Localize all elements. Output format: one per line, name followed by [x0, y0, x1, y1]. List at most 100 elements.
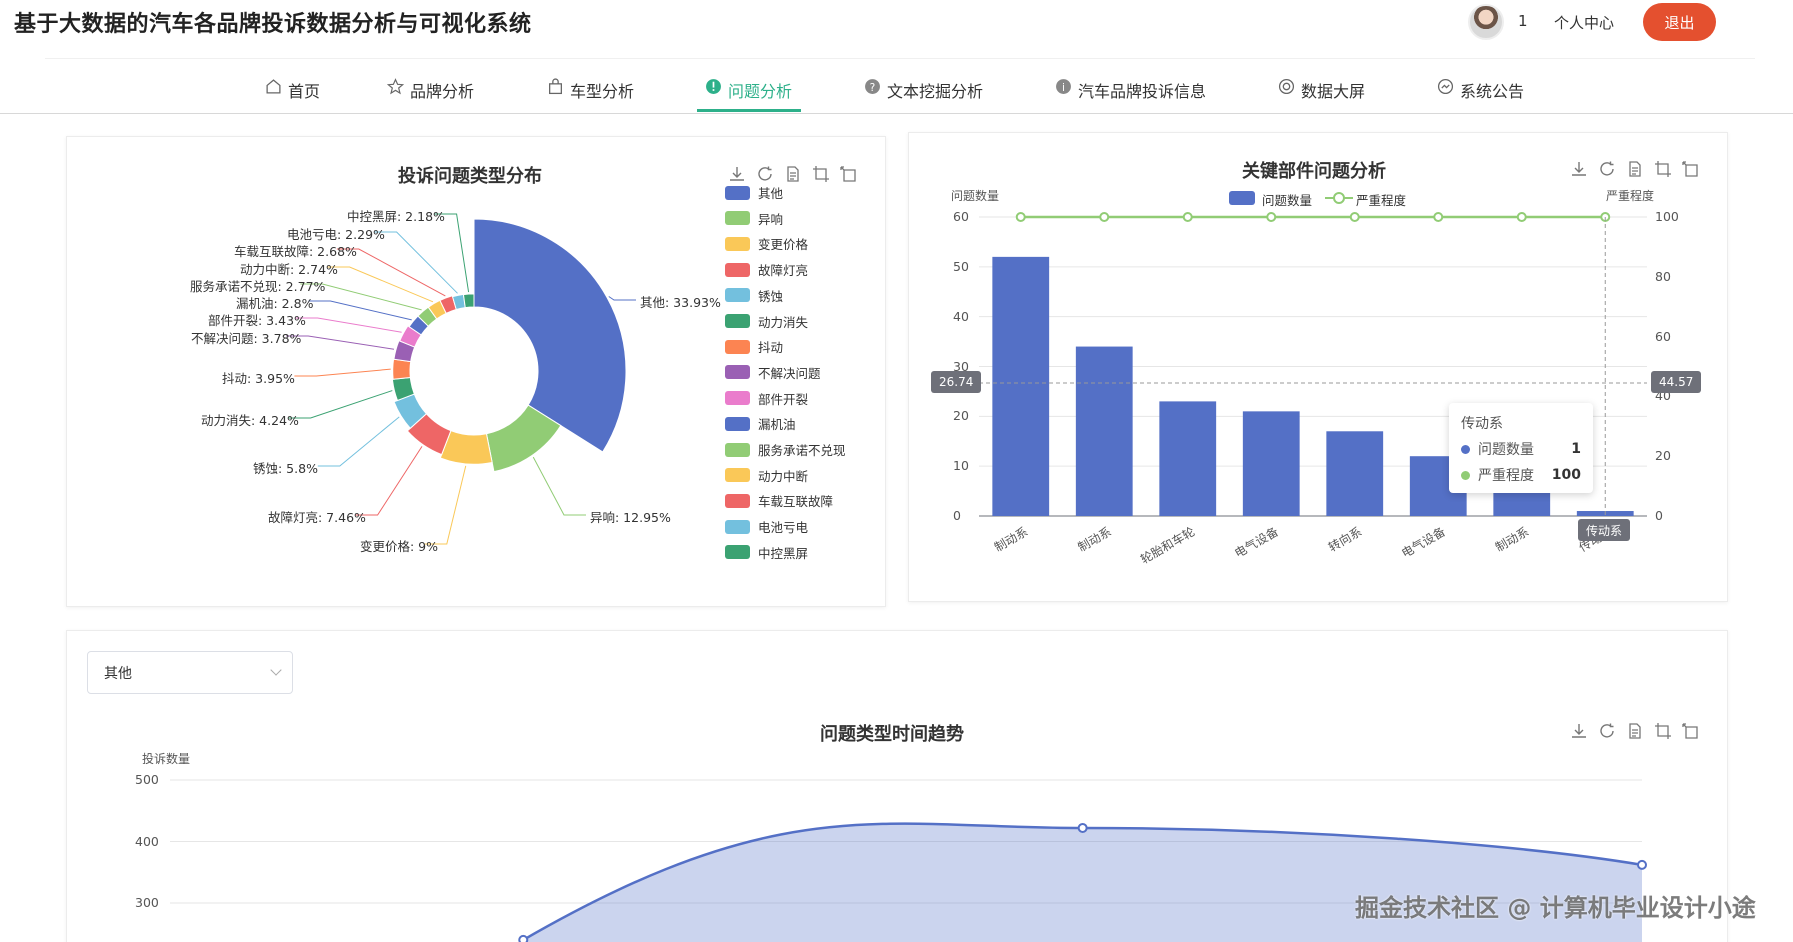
nav-item-data-screen[interactable]: 数据大屏 — [1278, 78, 1365, 118]
severity-point[interactable] — [1182, 212, 1193, 222]
nav-item-complaint-info[interactable]: i 汽车品牌投诉信息 — [1055, 78, 1206, 118]
select-value: 其他 — [104, 665, 132, 682]
bar[interactable] — [1075, 346, 1133, 516]
nav-item-issue-analysis[interactable]: 问题分析 — [705, 78, 792, 118]
legend-item[interactable]: 车载互联故障 — [725, 491, 833, 510]
legend-swatch — [725, 288, 750, 303]
legend-item[interactable]: 变更价格 — [725, 234, 808, 253]
nav-item-brand-analysis[interactable]: 品牌分析 — [387, 78, 474, 118]
nav-item-label: 数据大屏 — [1301, 82, 1366, 101]
legend-item[interactable]: 锈蚀 — [725, 286, 783, 305]
nav-item-label: 汽车品牌投诉信息 — [1078, 82, 1207, 101]
legend-label-count[interactable]: 问题数量 — [1262, 193, 1313, 208]
legend-swatch — [725, 493, 750, 508]
legend-swatch — [725, 211, 750, 226]
pie-leader-line — [434, 213, 470, 293]
nav-item-notice[interactable]: 系统公告 — [1437, 78, 1524, 118]
restore-icon[interactable] — [840, 165, 858, 183]
pie-center-hole — [410, 307, 538, 435]
pie-leader-line — [308, 300, 412, 321]
bar[interactable] — [1159, 401, 1217, 516]
pie-leader-line — [317, 416, 400, 467]
legend-swatch-severity — [1325, 192, 1353, 204]
nav-item-label: 问题分析 — [728, 82, 793, 101]
legend-swatch — [725, 314, 750, 328]
y-tick-right: 80 — [1655, 268, 1671, 284]
restore-icon[interactable] — [1682, 722, 1700, 740]
trend-point[interactable] — [1077, 822, 1088, 833]
trend-point[interactable] — [518, 934, 529, 942]
legend-item[interactable]: 动力中断 — [725, 466, 808, 485]
avatar[interactable] — [1468, 4, 1504, 40]
y-tick-right: 100 — [1655, 209, 1679, 224]
tooltip-row-value: 100 — [1551, 467, 1581, 483]
nav-item-model-analysis[interactable]: 车型分析 — [547, 78, 634, 118]
nav-item-text-mining[interactable]: ? 文本挖掘分析 — [864, 78, 983, 118]
severity-point[interactable] — [1099, 212, 1110, 222]
refresh-icon[interactable] — [1598, 160, 1616, 178]
main-nav — [0, 60, 1793, 114]
download-icon[interactable] — [1570, 160, 1588, 178]
legend-label: 锈蚀 — [758, 288, 784, 304]
bar[interactable] — [1242, 411, 1300, 516]
severity-point[interactable] — [1266, 212, 1277, 222]
data-view-icon[interactable] — [784, 165, 802, 183]
legend-label: 动力中断 — [758, 468, 809, 484]
bag-icon — [549, 78, 562, 95]
legend-item[interactable]: 异响 — [725, 209, 783, 228]
nav-item-home[interactable]: 首页 — [265, 78, 320, 118]
data-view-icon[interactable] — [1626, 722, 1644, 740]
legend-item[interactable]: 电池亏电 — [725, 517, 808, 536]
pie-slice-label: 服务承诺不兑现: 2.77% — [190, 279, 326, 294]
severity-point[interactable] — [1015, 212, 1026, 222]
download-icon[interactable] — [1570, 722, 1588, 740]
tooltip-row-name: 问题数量 — [1478, 442, 1534, 458]
legend-item[interactable]: 抖动 — [725, 337, 783, 356]
pie-slice-label: 锈蚀: 5.8% — [253, 461, 318, 476]
y-tick-left: 60 — [953, 209, 969, 224]
zoom-icon[interactable] — [812, 165, 830, 183]
bar[interactable] — [1326, 431, 1384, 516]
legend-item[interactable]: 动力消失 — [725, 312, 808, 331]
bar[interactable] — [992, 256, 1050, 516]
logout-button[interactable]: 退出 — [1643, 3, 1716, 41]
personal-center-link[interactable]: 个人中心 — [1554, 14, 1615, 32]
legend-swatch — [725, 391, 750, 406]
pie-leader-line — [424, 465, 467, 545]
legend-item[interactable]: 故障灯亮 — [725, 260, 808, 279]
restore-icon[interactable] — [1682, 160, 1700, 178]
legend-item[interactable]: 不解决问题 — [725, 363, 821, 382]
severity-point[interactable] — [1349, 212, 1360, 222]
y-tick-left: 50 — [953, 258, 969, 274]
legend-item[interactable]: 服务承诺不兑现 — [725, 440, 846, 459]
legend-label: 抖动 — [758, 340, 784, 356]
app-title: 基于大数据的汽车各品牌投诉数据分析与可视化系统 — [14, 12, 532, 37]
home-icon — [266, 79, 281, 94]
chart-tooltip: 传动系 问题数量 1 严重程度 100 — [1449, 403, 1593, 493]
data-view-icon[interactable] — [1626, 160, 1644, 178]
refresh-icon[interactable] — [756, 165, 774, 183]
pie-leader-line — [286, 335, 395, 350]
pie-slice-label: 不解决问题: 3.78% — [191, 331, 302, 346]
refresh-icon[interactable] — [1598, 722, 1616, 740]
severity-point[interactable] — [1433, 212, 1444, 222]
trend-point[interactable] — [1637, 859, 1647, 870]
issue-type-select[interactable]: 其他 — [87, 651, 293, 694]
download-icon[interactable] — [728, 165, 746, 183]
svg-text:?: ? — [870, 81, 876, 94]
pie-slice-label: 中控黑屏: 2.18% — [347, 209, 445, 224]
legend-label: 不解决问题 — [758, 365, 821, 381]
legend-label-severity[interactable]: 严重程度 — [1356, 193, 1407, 208]
legend-item[interactable]: 部件开裂 — [725, 389, 808, 408]
zoom-icon[interactable] — [1654, 722, 1672, 740]
legend-item[interactable]: 漏机油 — [725, 414, 796, 433]
bar-chart-title: 关键部件问题分析 — [1242, 161, 1386, 182]
legend-item[interactable]: 其他 — [725, 183, 783, 202]
zoom-icon[interactable] — [1654, 160, 1672, 178]
legend-label: 动力消失 — [758, 314, 809, 330]
legend-swatch — [725, 262, 750, 277]
severity-point[interactable] — [1516, 212, 1527, 222]
legend-item[interactable]: 中控黑屏 — [725, 543, 808, 562]
trend-y-axis-name: 投诉数量 — [142, 752, 191, 766]
